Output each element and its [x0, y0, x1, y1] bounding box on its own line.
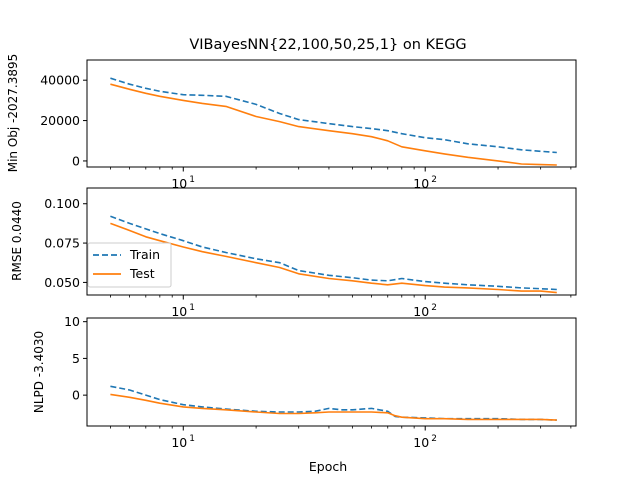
min-obj-series-test — [110, 83, 557, 166]
nlpd-ytick-label: 10 — [64, 314, 80, 329]
min-obj-ytick-label: 20000 — [40, 113, 80, 128]
min-obj-ytick-label: 40000 — [40, 73, 80, 88]
nlpd-xtick-label: 10 — [171, 435, 187, 450]
min-obj-xtick-exponent: 2 — [431, 175, 437, 185]
chart-title: VIBayesNN{22,100,50,25,1} on KEGG — [189, 37, 466, 53]
nlpd-ytick-label: 5 — [72, 351, 80, 366]
legend-test-label: Test — [129, 266, 155, 281]
min-obj-xtick-label: 10 — [413, 176, 429, 191]
legend-box — [87, 242, 172, 288]
legend-train-label: Train — [129, 247, 160, 262]
legend: Train Test — [87, 242, 172, 288]
rmse-ytick-label: 0.050 — [44, 275, 80, 290]
nlpd-xtick-exponent: 1 — [189, 434, 195, 444]
nlpd-axes-frame — [86, 317, 577, 427]
nlpd-ylabel: NLPD -3.4030 — [32, 331, 46, 413]
rmse-ylabel: RMSE 0.0440 — [10, 201, 24, 281]
nlpd-xtick-label: 10 — [413, 435, 429, 450]
rmse-xtick-label: 10 — [171, 304, 187, 319]
min-obj-xtick-label: 10 — [171, 176, 187, 191]
min-obj-axes-frame — [86, 59, 577, 168]
rmse-ytick-label: 0.075 — [44, 236, 80, 251]
rmse-xtick-label: 10 — [413, 304, 429, 319]
min-obj-series-train — [110, 77, 557, 154]
min-obj-ytick-label: 0 — [72, 153, 80, 168]
nlpd-series-train — [110, 385, 557, 421]
rmse-series-train — [110, 215, 557, 291]
rmse-xtick-exponent: 2 — [431, 303, 437, 313]
rmse-axes-frame — [86, 187, 577, 296]
min-obj-ylabel: Min Obj -2027.3895 — [6, 54, 20, 173]
nlpd-series-test — [110, 393, 557, 421]
nlpd-xtick-exponent: 2 — [431, 434, 437, 444]
rmse-series-test — [110, 222, 557, 294]
min-obj-xtick-exponent: 1 — [189, 175, 195, 185]
nlpd-ytick-label: 0 — [72, 388, 80, 403]
x-axis-label: Epoch — [309, 459, 347, 474]
rmse-ytick-label: 0.100 — [44, 196, 80, 211]
rmse-xtick-exponent: 1 — [189, 303, 195, 313]
